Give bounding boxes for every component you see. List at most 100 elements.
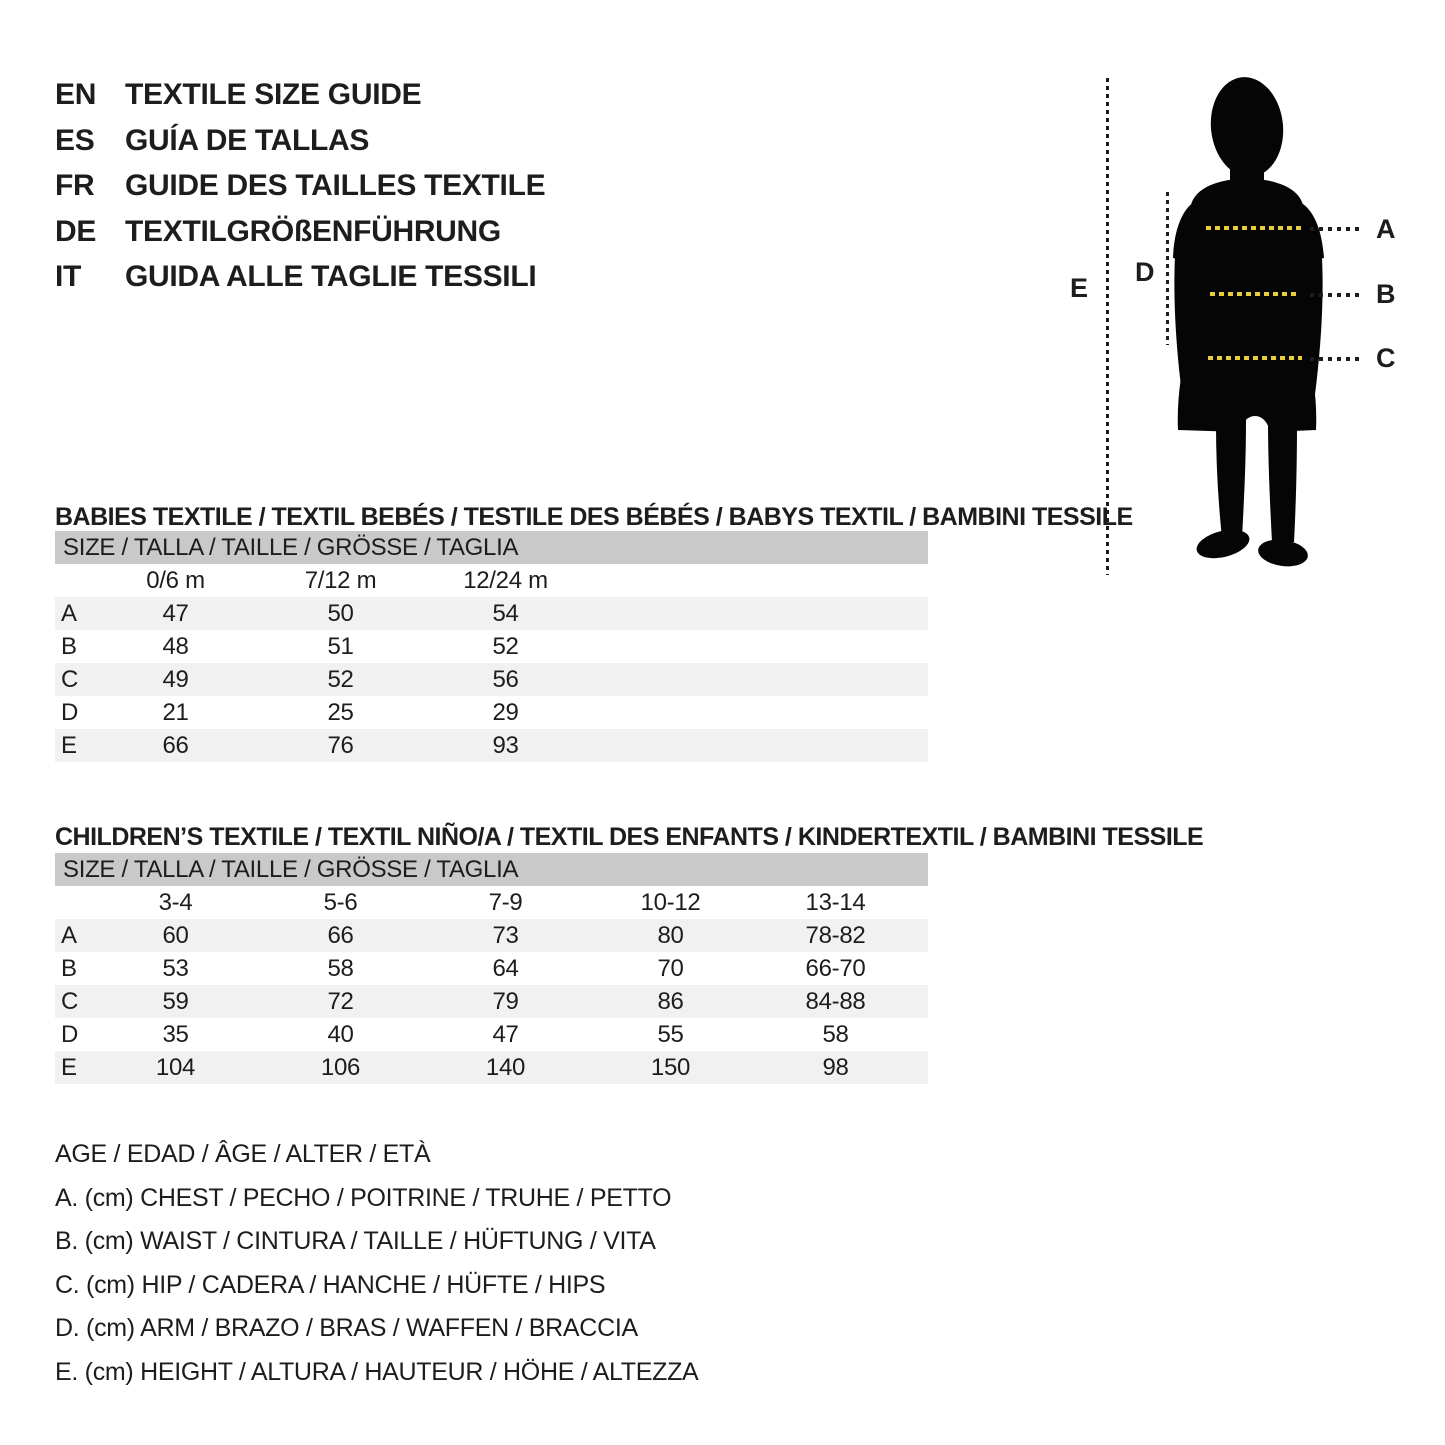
cell: 93 [492,732,519,759]
label-height-e: E [1070,273,1088,303]
cell: 25 [327,699,354,726]
measurement-legend: AGE / EDAD / ÂGE / ALTER / ETÀ A. (cm) C… [55,1133,699,1394]
table-row: E 66 76 93 [55,729,928,762]
column-header-row: 0/6 m 7/12 m 12/24 m [55,564,928,597]
legend-line-height: E. (cm) HEIGHT / ALTURA / HAUTEUR / HÖHE… [55,1357,699,1386]
table-row: A 60 66 73 80 78-82 [55,919,928,952]
legend-line-arm: D. (cm) ARM / BRAZO / BRAS / WAFFEN / BR… [55,1314,638,1342]
child-silhouette [1173,77,1324,567]
cell: 47 [492,1021,519,1048]
cell: 58 [822,1021,849,1048]
cell: 76 [327,732,354,759]
label-chest-a: A [1376,214,1396,244]
chest-leader-line [1310,227,1364,231]
language-title: GUÍA DE TALLAS [125,123,370,157]
cell: 98 [822,1054,849,1081]
cell: 49 [162,666,189,693]
waist-measure-dash [1210,292,1300,296]
column-header-row: 3-4 5-6 7-9 10-12 13-14 [55,886,928,919]
row-label: E [61,1054,77,1081]
cell: 53 [162,955,189,982]
measurement-figure: A B C D E [1060,60,1445,605]
cell: 51 [327,633,354,660]
cell: 52 [327,666,354,693]
babies-section-title: BABIES TEXTILE / TEXTIL BEBÉS / TESTILE … [55,502,1133,531]
language-row-it: IT GUIDA ALLE TAGLIE TESSILI [55,254,545,300]
babies-size-table: SIZE / TALLA / TAILLE / GRÖSSE / TAGLIA … [55,531,928,762]
table-row: C 59 72 79 86 84-88 [55,985,928,1018]
language-title-list: EN TEXTILE SIZE GUIDE ES GUÍA DE TALLAS FR… [55,72,546,300]
cell: 56 [492,666,519,693]
hip-leader-line [1310,357,1364,361]
label-hip-c: C [1376,343,1396,373]
row-label: E [61,732,77,759]
row-label: A [61,600,77,627]
label-waist-b: B [1376,279,1396,309]
row-label: B [61,633,77,660]
cell: 86 [657,988,684,1015]
column-header: 7/12 m [304,567,377,594]
waist-leader-line [1310,293,1364,297]
cell: 48 [162,633,189,660]
size-header-bar: SIZE / TALLA / TAILLE / GRÖSSE / TAGLIA [55,853,928,886]
cell: 40 [327,1021,354,1048]
children-size-table: SIZE / TALLA / TAILLE / GRÖSSE / TAGLIA … [55,853,928,1084]
cell: 55 [657,1021,684,1048]
chest-measure-dash [1206,226,1302,230]
cell: 140 [485,1054,526,1081]
cell: 60 [162,922,189,949]
size-header-bar: SIZE / TALLA / TAILLE / GRÖSSE / TAGLIA [55,531,928,564]
cell: 106 [320,1054,361,1081]
cell: 79 [492,988,519,1015]
table-row: B 48 51 52 [55,630,928,663]
cell: 50 [327,600,354,627]
cell: 80 [657,922,684,949]
arm-measure-line [1166,192,1169,345]
cell: 59 [162,988,189,1015]
row-label: A [61,922,77,949]
label-arm-d: D [1135,257,1155,287]
language-code: IT [55,260,82,293]
language-row-fr: FR GUIDE DES TAILLES TEXTILE [55,163,546,209]
table-row: C 49 52 56 [55,663,928,696]
cell: 29 [492,699,519,726]
table-row: E 104 106 140 150 98 [55,1051,928,1084]
table-row: B 53 58 64 70 66-70 [55,952,928,985]
cell: 104 [155,1054,196,1081]
language-title: TEXTILGRÖßENFÜHRUNG [125,214,501,248]
cell: 150 [650,1054,691,1081]
height-measure-line [1106,78,1109,575]
row-label: D [61,699,79,726]
legend-line-age: AGE / EDAD / ÂGE / ALTER / ETÀ [55,1140,431,1168]
language-code: EN [55,78,97,111]
cell: 54 [492,600,519,627]
language-code: ES [55,123,95,157]
row-label: D [61,1021,79,1048]
cell: 58 [327,955,354,982]
cell: 72 [327,988,354,1015]
cell: 21 [162,699,189,726]
cell: 47 [162,600,189,627]
column-header: 5-6 [323,889,358,916]
cell: 35 [162,1021,189,1048]
table-row: D 21 25 29 [55,696,928,729]
cell: 73 [492,922,519,949]
cell: 84-88 [805,988,866,1015]
language-row-de: DE TEXTILGRÖßENFÜHRUNG [55,209,545,255]
row-label: B [61,955,77,982]
column-header: 0/6 m [146,567,205,594]
language-title: GUIDA ALLE TAGLIE TESSILI [125,260,537,293]
language-row-en: EN TEXTILE SIZE GUIDE [55,72,545,118]
column-header: 12/24 m [463,567,548,594]
legend-line-waist: B. (cm) WAIST / CINTURA / TAILLE / HÜFTU… [55,1227,656,1255]
language-code: DE [55,214,97,248]
language-code: FR [55,169,95,202]
column-header: 10-12 [640,889,701,916]
column-header: 13-14 [805,889,866,916]
table-row: D 35 40 47 55 58 [55,1018,928,1051]
row-label: C [61,666,79,693]
cell: 66 [327,922,354,949]
cell: 66-70 [805,955,866,982]
cell: 70 [657,955,684,982]
